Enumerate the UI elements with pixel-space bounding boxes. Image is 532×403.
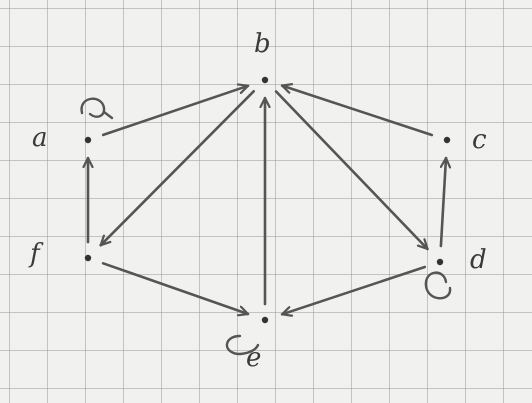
self-loop-a	[80, 97, 114, 120]
node-label-b: b	[254, 29, 271, 59]
edge-c-to-b	[280, 86, 434, 137]
node-label-f: f	[28, 239, 44, 269]
node-label-c: c	[472, 125, 487, 155]
edge-a-to-b	[101, 86, 250, 137]
self-loop-d	[424, 271, 452, 300]
node-label-e: e	[246, 343, 261, 373]
node-f	[84, 254, 92, 262]
node-b	[261, 76, 269, 84]
nodes-layer	[84, 76, 451, 324]
self-loops-layer	[80, 97, 452, 356]
self-loop-e	[225, 334, 260, 356]
edges-layer	[88, 86, 446, 315]
node-label-a: a	[32, 123, 48, 153]
edge-d-to-e	[280, 265, 427, 314]
node-e	[261, 316, 269, 324]
node-c	[443, 136, 451, 144]
edge-d-to-c	[439, 156, 446, 248]
labels-layer: a b c d e f	[28, 29, 487, 373]
node-label-d: d	[470, 245, 487, 275]
edge-b-to-f	[99, 90, 255, 247]
edge-b-to-d	[274, 90, 429, 251]
node-a	[84, 136, 92, 144]
node-d	[436, 258, 444, 266]
edge-f-to-e	[101, 261, 250, 314]
